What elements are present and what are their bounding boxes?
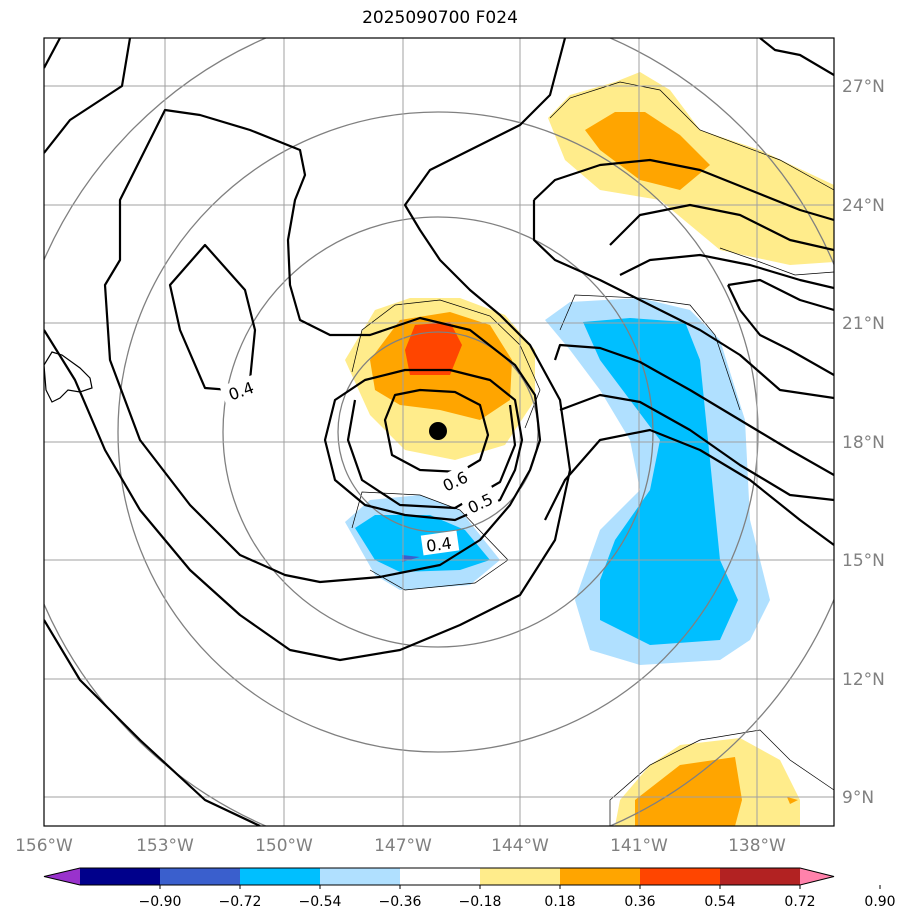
anomaly-fill [345,72,834,826]
contour-ring-0.4 [103,108,542,584]
contour-far-east [727,278,834,312]
colorbar-segment [560,868,641,885]
contour-middle [44,619,261,826]
lat-label: 9°N [842,788,874,808]
lon-labels: 156°W 153°W 150°W 147°W 144°W 141°W 138°… [15,836,786,856]
outline-northeast [549,81,834,191]
lon-label: 153°W [136,836,194,856]
lon-label: 141°W [610,836,668,856]
contour-top-right [759,38,834,76]
outline-east [559,294,741,411]
colorbar-extend-max [800,868,834,885]
contour-closed-0.4-west [168,243,257,392]
colorbar-segment [320,868,401,885]
contour-label-bg-1 [219,374,261,406]
lon-label: 156°W [15,836,73,856]
contour-lines [44,38,834,826]
contour-east-1 [532,200,834,400]
lon-label: 150°W [255,836,313,856]
colorbar-tick-label: −0.90 [139,894,182,910]
lat-label: 12°N [842,670,885,690]
colorbar-tick-label: 0.18 [544,894,575,910]
contour-far-east-2 [727,284,834,376]
contour-0.5 [323,368,524,522]
colorbar-segment [240,868,321,885]
positive-fill-southeast-dot [787,797,798,804]
colorbar-tick-label: −0.36 [379,894,422,910]
colorbar-segment [160,868,241,885]
range-ring-1 [337,331,539,533]
colorbar-tick-label: 0.90 [864,894,895,910]
contour-north-east-3 [619,253,834,290]
lat-label: 27°N [842,77,885,97]
contour-east-3 [559,393,834,502]
colorbar-segment [720,868,801,885]
lat-labels: 27°N 24°N 21°N 18°N 15°N 12°N 9°N [842,77,885,808]
contour-outer-west [44,38,572,662]
contour-label-bg-4 [420,530,460,556]
contour-0.6 [383,388,490,474]
outline-northeast-lower [719,247,834,276]
colorbar-tick-label: 0.72 [784,894,815,910]
lat-label: 24°N [842,196,885,216]
lat-label: 18°N [842,433,885,453]
contour-mid-2 [346,399,517,510]
colorbar-outline [43,867,835,886]
colorbar-tick-label: −0.54 [299,894,342,910]
lat-label: 15°N [842,551,885,571]
contour-label-bg-2 [435,463,475,497]
colorbar-segment [400,868,481,885]
colorbar-segment [80,868,161,885]
colorbar-segment [640,868,721,885]
positive-fill-northeast-core [585,112,710,190]
outline-southeast [609,729,834,826]
contour-label-bg-3 [460,485,500,519]
negative-fill-east-core [583,318,738,645]
contour-nw-corner [44,38,61,69]
hawaii-coastline [44,351,93,403]
colorbar-tick-label: 0.36 [624,894,655,910]
outline-center [351,299,541,429]
colorbar-tick-label: 0.54 [704,894,735,910]
colorbar-segment [480,868,561,885]
contour-east-4 [544,428,834,546]
colorbar: −0.90 −0.72 −0.54 −0.36 −0.18 0.18 0.36 0.54 0.7… [43,867,896,910]
positive-fill-southeast-core [635,757,742,826]
contour-north-east-1 [533,158,834,222]
lon-label: 138°W [728,836,786,856]
contour-label-0.4: 0.4 [425,533,453,555]
positive-fill-center-core [405,322,462,375]
colorbar-extend-min [44,868,80,885]
contour-nw-1 [44,38,132,154]
colorbar-tick-label: −0.18 [459,894,502,910]
lon-label: 147°W [374,836,432,856]
map-frame [43,37,835,827]
contour-east-2 [553,343,834,476]
lat-label: 21°N [842,314,885,334]
contour-north-east-2 [609,203,834,252]
storm-center-marker [429,422,447,440]
fill-outlines [351,81,834,826]
map-title: 2025090700 F024 [362,8,518,28]
map-area [44,38,834,826]
colorbar-tick-label: −0.72 [219,894,262,910]
lon-label: 144°W [491,836,549,856]
